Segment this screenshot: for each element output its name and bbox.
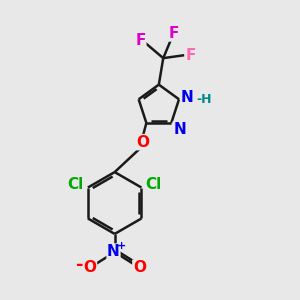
Text: O: O [136,135,149,150]
Text: Cl: Cl [68,177,84,192]
Text: N: N [107,244,120,259]
Text: -H: -H [197,93,212,106]
Text: O: O [133,260,146,275]
Text: +: + [116,241,126,251]
Text: N: N [181,90,194,105]
Text: N: N [173,122,186,137]
Text: Cl: Cl [146,177,162,192]
Text: F: F [168,26,179,41]
Text: F: F [135,33,146,48]
Text: O: O [83,260,96,275]
Text: -: - [76,256,84,274]
Text: F: F [185,48,196,63]
